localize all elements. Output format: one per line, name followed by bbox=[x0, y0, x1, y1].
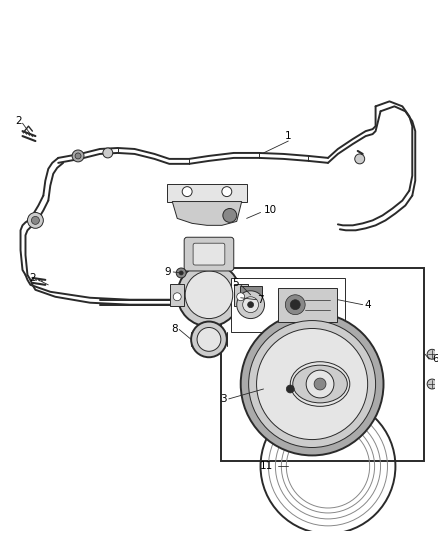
Circle shape bbox=[173, 293, 181, 301]
Circle shape bbox=[290, 300, 300, 310]
Circle shape bbox=[103, 148, 113, 158]
Circle shape bbox=[237, 293, 245, 301]
Circle shape bbox=[247, 302, 254, 308]
Circle shape bbox=[179, 271, 183, 275]
FancyBboxPatch shape bbox=[234, 284, 247, 305]
Circle shape bbox=[427, 349, 437, 359]
Text: 7: 7 bbox=[257, 295, 264, 305]
Circle shape bbox=[286, 385, 294, 393]
Bar bbox=[231, 278, 345, 333]
Text: 9: 9 bbox=[164, 267, 171, 277]
Circle shape bbox=[182, 187, 192, 197]
FancyBboxPatch shape bbox=[240, 286, 261, 304]
Circle shape bbox=[222, 187, 232, 197]
Circle shape bbox=[314, 378, 326, 390]
Ellipse shape bbox=[293, 365, 347, 403]
Circle shape bbox=[75, 153, 81, 159]
Circle shape bbox=[191, 321, 227, 357]
Text: 2: 2 bbox=[29, 273, 36, 283]
Circle shape bbox=[32, 216, 39, 224]
Text: 8: 8 bbox=[171, 325, 177, 335]
Circle shape bbox=[306, 370, 334, 398]
Circle shape bbox=[28, 213, 43, 228]
Polygon shape bbox=[172, 201, 242, 225]
Circle shape bbox=[72, 150, 84, 162]
Text: 10: 10 bbox=[264, 205, 277, 215]
Circle shape bbox=[257, 328, 367, 440]
FancyBboxPatch shape bbox=[170, 284, 184, 305]
Text: 11: 11 bbox=[260, 462, 273, 471]
Circle shape bbox=[185, 271, 233, 319]
FancyBboxPatch shape bbox=[279, 288, 337, 321]
Text: 6: 6 bbox=[432, 354, 438, 364]
Text: 2: 2 bbox=[15, 116, 22, 126]
Circle shape bbox=[243, 297, 258, 313]
Circle shape bbox=[237, 291, 265, 319]
Circle shape bbox=[355, 154, 365, 164]
FancyBboxPatch shape bbox=[317, 397, 339, 411]
Circle shape bbox=[176, 268, 186, 278]
Circle shape bbox=[223, 208, 237, 222]
Circle shape bbox=[427, 379, 437, 389]
Circle shape bbox=[177, 263, 241, 327]
FancyBboxPatch shape bbox=[193, 243, 225, 265]
Text: 1: 1 bbox=[285, 131, 292, 141]
Circle shape bbox=[197, 327, 221, 351]
Text: 3: 3 bbox=[220, 394, 227, 404]
Bar bbox=[167, 184, 247, 201]
FancyBboxPatch shape bbox=[184, 237, 234, 271]
Text: 4: 4 bbox=[364, 300, 371, 310]
Circle shape bbox=[241, 313, 384, 455]
Circle shape bbox=[285, 295, 305, 314]
Bar bbox=[221, 268, 424, 462]
Text: 5: 5 bbox=[233, 278, 239, 288]
Circle shape bbox=[249, 320, 375, 448]
